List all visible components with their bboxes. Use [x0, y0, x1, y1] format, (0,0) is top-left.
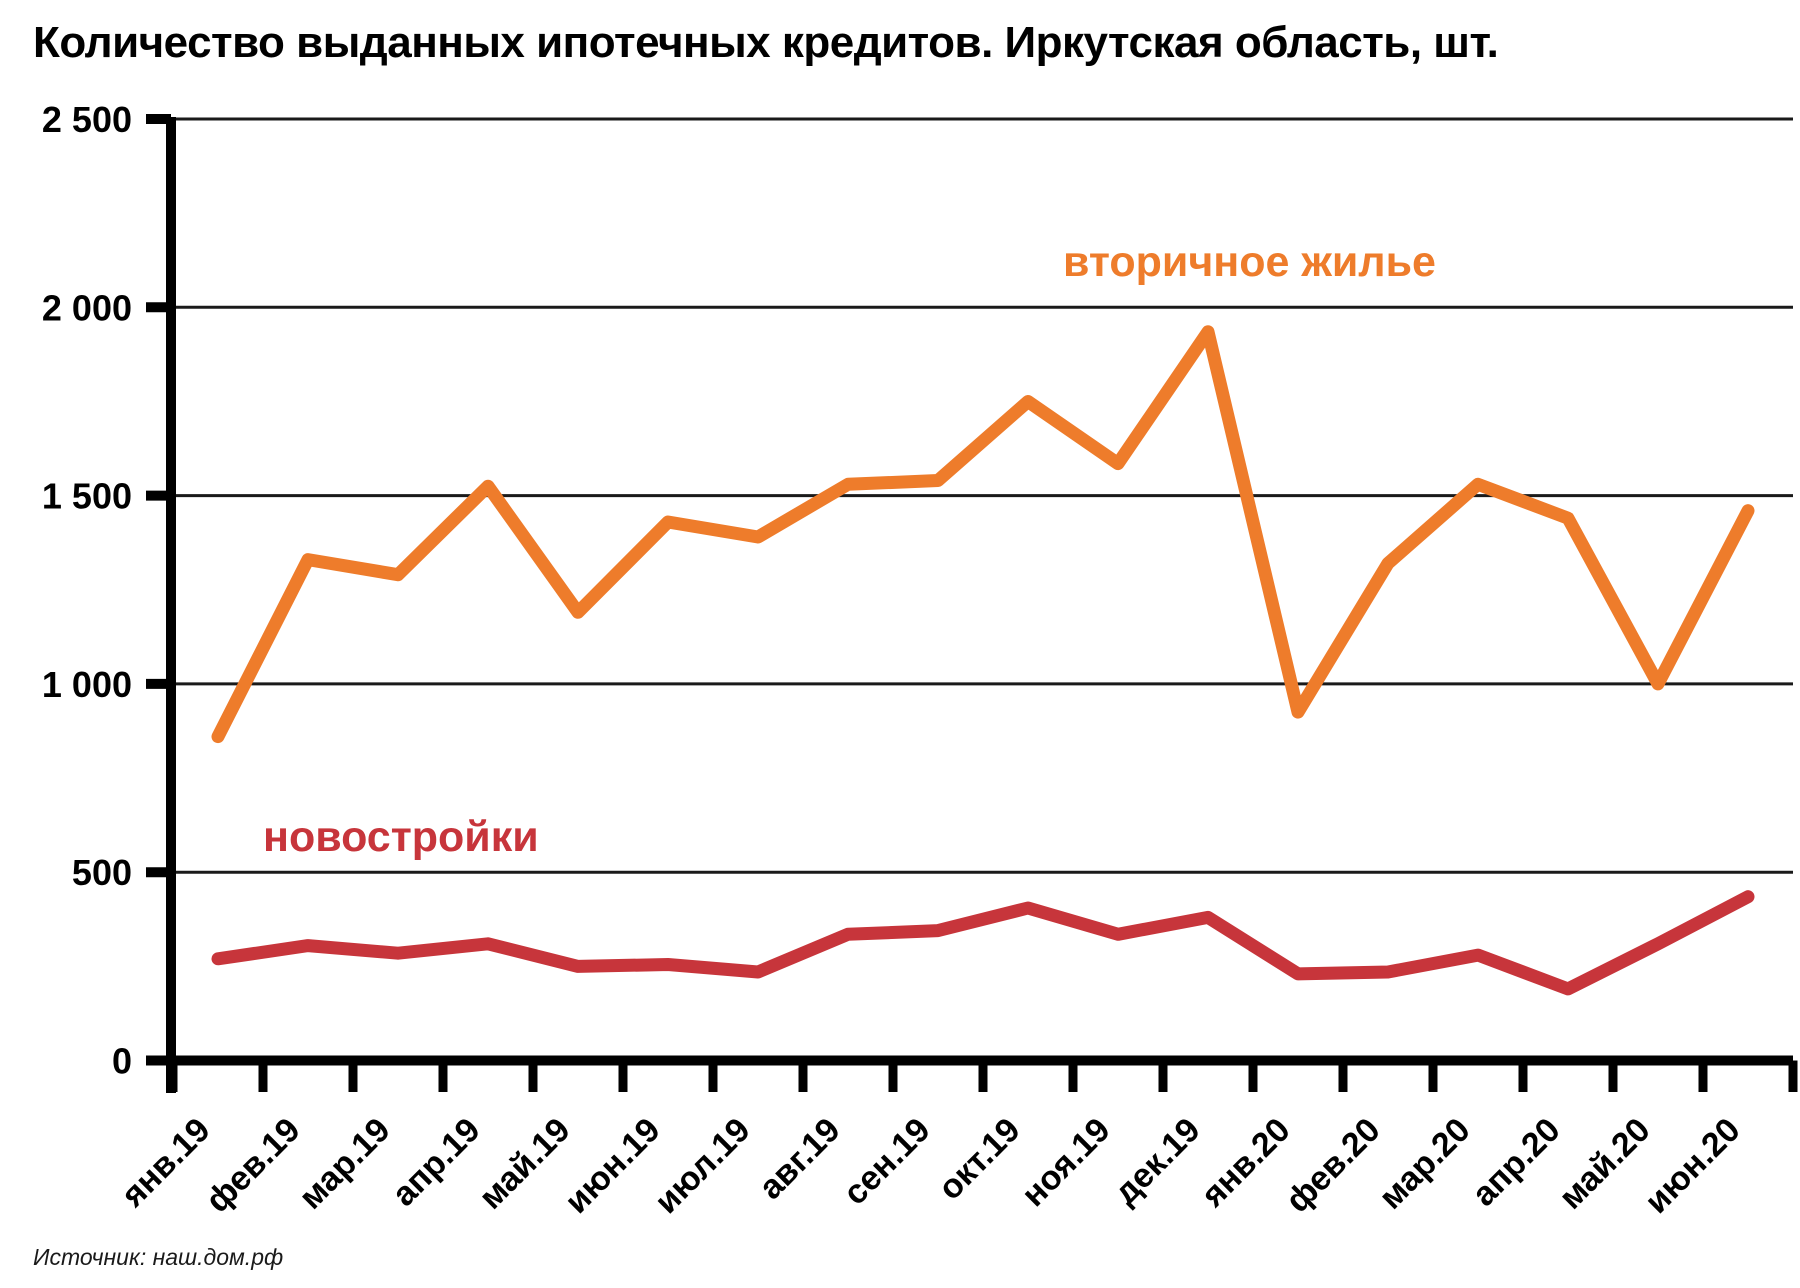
series-line-secondary-housing	[211, 325, 1755, 744]
x-axis-label: фев.19	[198, 1111, 307, 1220]
x-axis-label: янв.19	[113, 1111, 217, 1215]
legend-label-new-buildings: новостройки	[263, 813, 539, 861]
x-axis-label: фев.20	[1278, 1111, 1387, 1220]
source-note: Источник: наш.дом.рф	[33, 1244, 284, 1270]
x-axis-label: апр.19	[385, 1111, 488, 1214]
x-axis-label: июн.19	[558, 1111, 668, 1221]
x-axis-label: сен.19	[836, 1111, 938, 1213]
y-axis-label: 2 500	[42, 99, 132, 140]
legend-label-secondary-housing: вторичное жилье	[1063, 238, 1436, 286]
y-axis-label: 2 000	[42, 287, 132, 328]
x-axis-label: ноя.19	[1014, 1111, 1117, 1214]
x-axis-label: май.19	[472, 1111, 578, 1217]
x-axis-label: июн.20	[1638, 1111, 1748, 1221]
series-line-new-buildings	[211, 890, 1755, 996]
y-axis-label: 1 500	[42, 476, 132, 517]
y-axis-label: 0	[112, 1041, 132, 1082]
y-axis-label: 500	[72, 852, 132, 893]
y-axis-label: 1 000	[42, 664, 132, 705]
x-axis-label: июл.19	[647, 1111, 757, 1221]
x-axis-label: дек.19	[1107, 1111, 1208, 1212]
x-axis-label: май.20	[1552, 1111, 1658, 1217]
x-axis-label: мар.19	[292, 1111, 398, 1217]
chart-title: Количество выданных ипотечных кредитов. …	[33, 18, 1499, 67]
x-axis-label: янв.20	[1193, 1111, 1297, 1215]
x-axis-label: апр.20	[1465, 1111, 1568, 1214]
x-axis-label: мар.20	[1372, 1111, 1478, 1217]
x-axis-label: авг.19	[752, 1111, 848, 1207]
x-axis-label: окт.19	[931, 1111, 1028, 1208]
